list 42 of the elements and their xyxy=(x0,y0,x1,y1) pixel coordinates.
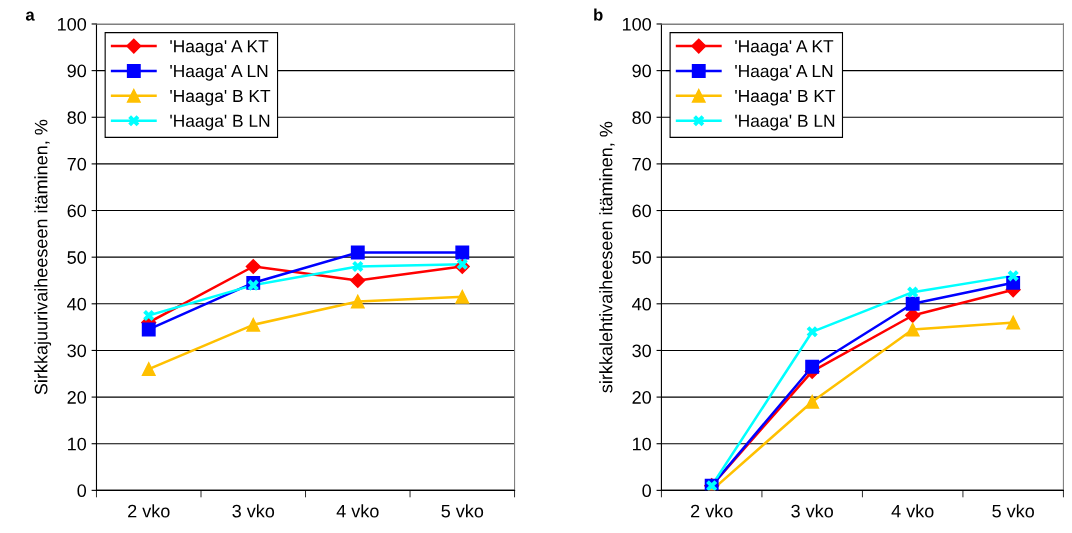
legend-label: 'Haaga' A LN xyxy=(170,65,268,81)
legend-label: 'Haaga' A LN xyxy=(735,65,833,81)
y-tick-label: 50 xyxy=(632,251,651,264)
y-tick-label: 60 xyxy=(632,204,651,218)
y-tick-label: 90 xyxy=(67,64,87,78)
chart-title: a xyxy=(25,11,35,21)
y-tick-label: 10 xyxy=(68,437,87,451)
y-tick-label: 40 xyxy=(67,297,87,311)
x-tick-label: 2 vko xyxy=(128,504,170,518)
y-tick-label: 30 xyxy=(67,344,87,358)
y-tick-label: 100 xyxy=(622,17,651,31)
x-tick-label: 2 vko xyxy=(691,504,733,518)
y-tick-label: 0 xyxy=(642,484,651,498)
y-tick-label: 20 xyxy=(632,391,651,404)
y-tick-label: 40 xyxy=(632,297,651,311)
legend-label: 'Haaga' A KT xyxy=(735,40,834,56)
y-tick-label: 70 xyxy=(632,157,651,171)
y-axis-title: sirkkalehtivaiheeseen itäminen, % xyxy=(599,121,615,393)
x-tick-label: 3 vko xyxy=(791,504,833,518)
legend-label: 'Haaga' B KT xyxy=(735,89,836,106)
chart-title: b xyxy=(594,8,603,21)
legend-label: 'Haaga' B LN xyxy=(735,114,835,131)
x-tick-label: 5 vko xyxy=(992,504,1034,518)
y-tick-label: 0 xyxy=(77,484,87,498)
legend-label: 'Haaga' A KT xyxy=(170,40,269,56)
y-tick-label: 80 xyxy=(67,111,87,124)
y-tick-label: 30 xyxy=(632,344,651,358)
y-tick-label: 70 xyxy=(67,157,87,171)
x-tick-label: 5 vko xyxy=(441,504,484,518)
x-tick-label: 4 vko xyxy=(891,504,934,518)
y-tick-label: 50 xyxy=(67,251,87,264)
y-tick-label: 60 xyxy=(67,204,87,218)
y-tick-label: 80 xyxy=(632,111,651,124)
y-tick-label: 100 xyxy=(58,17,87,31)
x-tick-label: 4 vko xyxy=(336,504,379,518)
x-tick-label: 3 vko xyxy=(232,504,275,518)
legend-label: 'Haaga' B KT xyxy=(170,89,271,106)
y-axis-title: Sirkkajuurivaiheeseen itäminen, % xyxy=(34,119,52,395)
y-tick-label: 10 xyxy=(633,437,651,451)
legend-label: 'Haaga' B LN xyxy=(170,114,270,131)
y-tick-label: 90 xyxy=(632,64,651,78)
y-tick-label: 20 xyxy=(67,391,87,404)
